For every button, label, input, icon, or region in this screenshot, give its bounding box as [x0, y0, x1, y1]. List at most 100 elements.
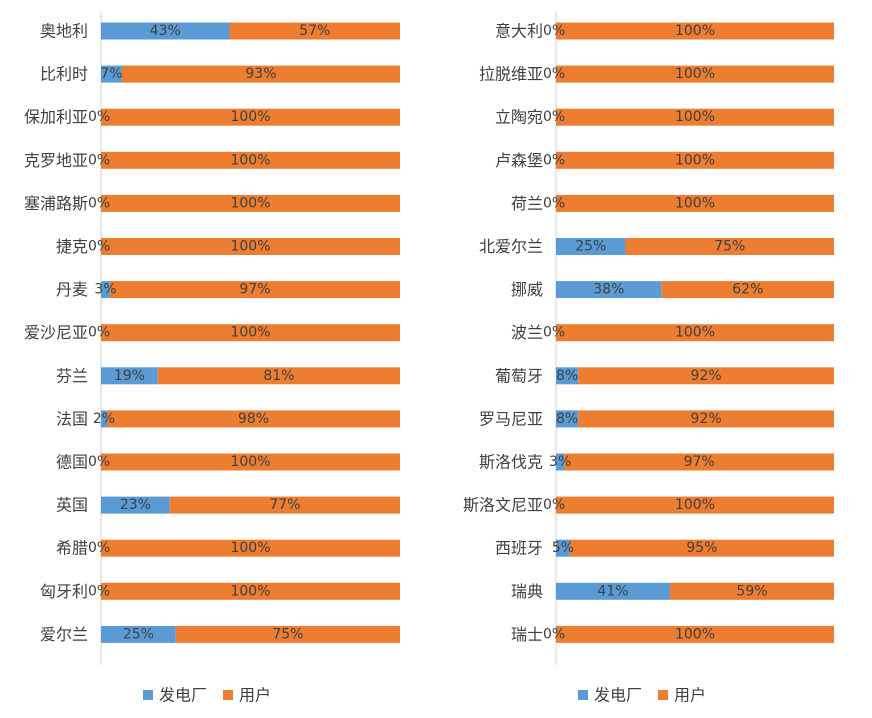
value-label-user: 92%	[691, 411, 722, 427]
value-label-user: 100%	[230, 195, 270, 211]
value-label-user: 93%	[245, 66, 276, 82]
value-label-power-plant: 0%	[88, 109, 110, 125]
value-label-power-plant: 0%	[543, 325, 565, 341]
bar-user	[121, 65, 401, 83]
category-label: 比利时	[40, 65, 88, 84]
category-label: 芬兰	[56, 366, 88, 385]
category-label: 瑞典	[511, 582, 543, 601]
bar-power-plant	[556, 238, 626, 255]
bar-power-plant	[101, 281, 110, 299]
category-label: 克罗地亚	[24, 151, 88, 170]
bar-user	[157, 367, 400, 385]
bar-power-plant	[101, 367, 158, 385]
value-label-user: 100%	[230, 583, 270, 599]
legend-swatch-power-plant	[578, 690, 588, 700]
value-label-user: 100%	[675, 195, 715, 211]
value-label-user: 100%	[230, 152, 270, 168]
bar-user	[101, 194, 400, 212]
value-label-user: 100%	[675, 66, 715, 82]
legend-swatch-power-plant	[143, 690, 153, 700]
value-label-user: 100%	[230, 325, 270, 341]
value-label-power-plant: 0%	[543, 66, 565, 82]
category-label: 德国	[56, 453, 88, 472]
legend-label-power-plant: 发电厂	[594, 686, 642, 705]
value-label-user: 100%	[675, 23, 715, 39]
value-label-user: 98%	[238, 411, 269, 427]
value-label-power-plant: 0%	[88, 583, 110, 599]
bar-user	[175, 625, 400, 643]
value-label-user: 81%	[263, 368, 294, 384]
value-label-power-plant: 19%	[114, 368, 145, 384]
chart-left: 奥地利 43% 57%比利时 7% 93%保加利亚 0% 100%克罗地亚 0% 100%塞浦路…	[24, 12, 401, 705]
category-label: 法国	[56, 409, 88, 428]
bar-power-plant	[556, 582, 670, 600]
value-label-power-plant: 0%	[543, 626, 565, 642]
bar-power-plant	[556, 453, 565, 471]
bar-user	[101, 453, 400, 471]
bar-user	[101, 582, 400, 600]
category-label: 匈牙利	[40, 582, 88, 601]
bar-user	[101, 151, 400, 169]
value-label-power-plant: 5%	[552, 540, 574, 556]
bar-power-plant	[101, 65, 122, 83]
value-label-power-plant: 0%	[88, 540, 110, 556]
value-label-power-plant: 25%	[575, 239, 606, 255]
value-label-power-plant: 2%	[93, 411, 115, 427]
value-label-power-plant: 0%	[88, 195, 110, 211]
value-label-power-plant: 8%	[556, 411, 578, 427]
category-label: 挪威	[511, 280, 543, 299]
value-label-power-plant: 0%	[88, 152, 110, 168]
value-label-user: 100%	[230, 239, 270, 255]
bar-user	[564, 453, 834, 471]
bar-user	[556, 194, 834, 212]
bar-power-plant	[101, 496, 170, 514]
value-label-user: 100%	[675, 325, 715, 341]
category-label: 斯洛文尼亚	[463, 496, 543, 515]
bar-user	[101, 324, 400, 342]
value-label-power-plant: 0%	[543, 195, 565, 211]
bar-user	[556, 22, 834, 40]
value-label-power-plant: 41%	[597, 583, 628, 599]
category-label: 意大利	[495, 22, 543, 41]
bar-power-plant	[101, 410, 107, 428]
value-label-user: 75%	[714, 239, 745, 255]
category-label: 立陶宛	[495, 108, 543, 127]
value-label-user: 62%	[732, 282, 763, 298]
bar-user	[169, 496, 400, 514]
value-label-power-plant: 8%	[556, 368, 578, 384]
chart-right: 意大利 0% 100%拉脱维亚 0% 100%立陶宛 0% 100%卢森堡 0% 100%荷兰 0…	[463, 12, 834, 705]
bar-user	[556, 108, 834, 126]
category-label: 捷克	[56, 237, 88, 256]
value-label-power-plant: 7%	[100, 66, 122, 82]
category-label: 爱沙尼亚	[24, 323, 88, 342]
value-label-user: 75%	[272, 626, 303, 642]
bar-power-plant	[556, 281, 662, 299]
value-label-power-plant: 0%	[88, 239, 110, 255]
value-label-user: 100%	[675, 626, 715, 642]
value-label-user: 77%	[269, 497, 300, 513]
value-label-user: 100%	[230, 540, 270, 556]
value-label-user: 100%	[230, 109, 270, 125]
bar-user	[569, 539, 834, 557]
bar-user	[556, 65, 834, 83]
bar-user	[109, 281, 400, 299]
legend-label-power-plant: 发电厂	[159, 686, 207, 705]
category-label: 北爱尔兰	[479, 237, 543, 256]
bar-user	[106, 410, 400, 428]
bar-user	[101, 539, 400, 557]
category-label: 罗马尼亚	[479, 409, 543, 428]
value-label-power-plant: 3%	[549, 454, 571, 470]
bar-power-plant	[556, 410, 579, 428]
legend-swatch-user	[223, 690, 233, 700]
bar-power-plant	[556, 367, 579, 385]
legend-label-user: 用户	[239, 686, 271, 705]
category-label: 塞浦路斯	[24, 194, 88, 213]
bar-user	[556, 324, 834, 342]
value-label-power-plant: 0%	[543, 497, 565, 513]
category-label: 瑞士	[511, 625, 543, 644]
bar-user	[578, 410, 834, 428]
value-label-power-plant: 0%	[543, 23, 565, 39]
value-label-user: 100%	[675, 497, 715, 513]
category-label: 保加利亚	[24, 108, 88, 127]
value-label-power-plant: 0%	[543, 109, 565, 125]
